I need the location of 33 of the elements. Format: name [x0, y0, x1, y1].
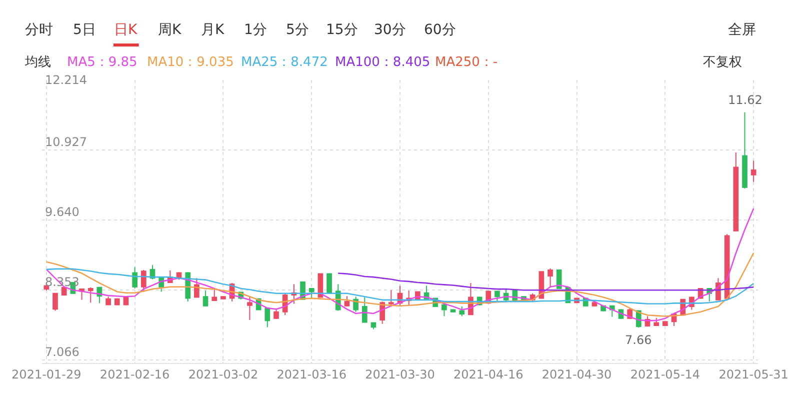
- x-tick-label: 2021-03-02: [188, 367, 258, 382]
- x-tick-label: 2021-01-29: [12, 367, 82, 382]
- text: 全屏: [728, 22, 756, 38]
- text: MA25：8.472: [241, 55, 328, 70]
- y-tick-label: 9.640: [45, 205, 80, 219]
- text: 日K: [114, 22, 138, 38]
- text: 5日: [73, 22, 96, 38]
- annotation: 11.62: [728, 93, 762, 107]
- x-tick-label: 2021-03-30: [365, 367, 435, 382]
- y-tick-label: 7.066: [45, 345, 80, 359]
- text: MA5：9.85: [67, 55, 138, 70]
- text: 30分: [374, 22, 406, 38]
- text: 15分: [326, 22, 358, 38]
- text: 均线: [24, 55, 51, 70]
- y-tick-label: 12.214: [45, 73, 87, 87]
- y-tick-label: 10.927: [45, 135, 87, 149]
- text: 1分: [244, 22, 267, 38]
- text: MA10：9.035: [147, 55, 234, 70]
- x-tick-label: 2021-05-14: [630, 367, 700, 382]
- text: MA100：8.405: [335, 55, 430, 70]
- legend-label: MA250：-: [435, 55, 498, 70]
- text: 不复权: [703, 55, 742, 70]
- x-tick-label: 2021-04-30: [542, 367, 612, 382]
- annotation: 7.66: [625, 333, 652, 347]
- text: 5分: [286, 22, 309, 38]
- text: 月K: [201, 22, 225, 38]
- text: 分时: [25, 22, 53, 38]
- x-tick-label: 2021-05-31: [718, 367, 788, 382]
- text: 60分: [424, 22, 456, 38]
- text: 周K: [158, 22, 182, 38]
- x-tick-label: 2021-03-16: [276, 367, 346, 382]
- x-tick-label: 2021-02-16: [100, 367, 170, 382]
- x-tick-label: 2021-04-16: [454, 367, 524, 382]
